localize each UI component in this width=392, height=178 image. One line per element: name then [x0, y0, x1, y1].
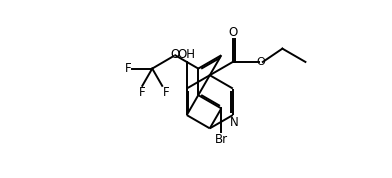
Text: O: O	[256, 57, 265, 67]
Text: F: F	[139, 86, 145, 99]
Text: N: N	[229, 116, 238, 129]
Text: OH: OH	[178, 48, 196, 61]
Text: Br: Br	[215, 133, 228, 146]
Text: F: F	[125, 62, 132, 75]
Text: O: O	[170, 48, 180, 61]
Text: O: O	[228, 26, 238, 39]
Text: F: F	[163, 86, 169, 99]
